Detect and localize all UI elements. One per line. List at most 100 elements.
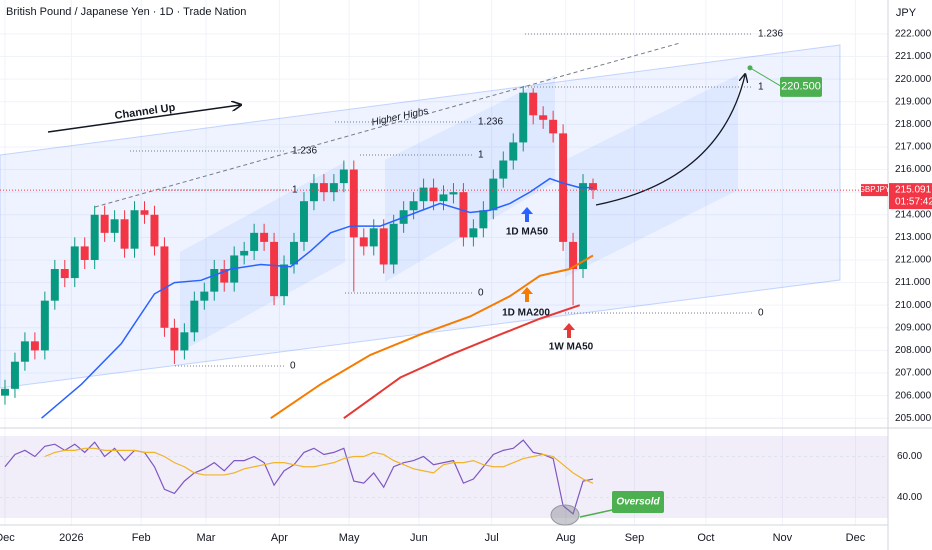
rsi-pane xyxy=(0,439,888,515)
candle-body xyxy=(0,388,9,396)
candle-body xyxy=(120,219,129,249)
y-tick-label: 208.000 xyxy=(895,345,932,356)
chart-title: British Pound / Japanese Yen · 1D · Trad… xyxy=(6,6,246,18)
candle-body xyxy=(299,201,308,242)
candle-body xyxy=(379,228,388,265)
oversold-box xyxy=(612,491,664,513)
annotation: Oversold xyxy=(616,497,660,508)
candle-body xyxy=(40,300,49,351)
y-tick-label: 222.000 xyxy=(895,29,932,40)
candle-body xyxy=(439,194,448,202)
x-tick-label: Oct xyxy=(697,532,714,544)
candle-body xyxy=(359,237,368,247)
rsi-line xyxy=(4,439,594,515)
oversold-circle xyxy=(550,504,580,526)
candle-body xyxy=(70,246,79,279)
projection-arrow xyxy=(595,75,745,206)
target-box xyxy=(780,76,822,97)
moving-average xyxy=(41,177,593,419)
candle-body xyxy=(240,250,249,256)
symbol-label: GBPJPY xyxy=(859,185,891,194)
candle-body xyxy=(150,214,159,247)
candle-body xyxy=(140,210,149,215)
fib-label: 1 xyxy=(758,82,764,93)
candle-body xyxy=(569,241,578,270)
fib-label: 0 xyxy=(478,288,484,299)
candle-body xyxy=(80,246,89,260)
overlay: 205.000 206.000 207.000 208.000 209.000 210.0… xyxy=(0,29,932,544)
candle-body xyxy=(549,119,558,134)
y-tick-label: 211.000 xyxy=(895,277,931,288)
candle-body xyxy=(319,183,328,193)
x-tick-label: May xyxy=(339,532,360,544)
channel-arrow xyxy=(47,105,240,133)
fib-label: 1.236 xyxy=(292,146,317,157)
candle-body xyxy=(10,361,19,389)
y-tick-label: 213.000 xyxy=(895,232,932,243)
channel-leg xyxy=(565,75,738,277)
candle-body xyxy=(260,232,269,242)
x-tick-label: Jun xyxy=(410,532,428,544)
candle-body xyxy=(130,210,139,249)
y-tick-label: 217.000 xyxy=(895,142,932,153)
candle-body xyxy=(499,160,508,179)
x-tick-label: Dec xyxy=(846,532,866,544)
candle-body xyxy=(389,223,398,265)
candle-body xyxy=(459,192,468,238)
symbol-tag xyxy=(861,184,888,197)
candle-body xyxy=(30,341,39,351)
candle-body xyxy=(200,291,209,301)
fib-label: 1.236 xyxy=(478,117,503,128)
candle-body xyxy=(110,219,119,233)
ma-arrow xyxy=(563,323,575,338)
candle-body xyxy=(559,133,568,242)
y-tick-label: 205.000 xyxy=(895,413,932,424)
candle-body xyxy=(539,115,548,120)
candle-body xyxy=(529,92,538,116)
ma-arrow xyxy=(521,287,533,302)
candle-body xyxy=(369,228,378,247)
fib-label: 1 xyxy=(478,150,484,161)
candle-body xyxy=(210,269,219,292)
candle-body xyxy=(429,187,438,202)
y-tick-label: 221.000 xyxy=(895,51,932,62)
y-tick-label: 206.000 xyxy=(895,390,932,401)
candle-body xyxy=(489,178,498,211)
candle-body xyxy=(349,169,358,238)
y-tick-label: 216.000 xyxy=(895,164,932,175)
ma-label: 1D MA50 xyxy=(506,227,549,238)
candle-body xyxy=(170,327,179,351)
candle-body xyxy=(160,246,169,328)
x-tick-label: Apr xyxy=(271,532,288,544)
countdown: 01:57:42 xyxy=(895,197,932,208)
y-tick-label: 219.000 xyxy=(895,96,932,107)
oversold-line xyxy=(579,509,613,518)
moving-average xyxy=(343,304,581,420)
x-tick-label: Dec xyxy=(0,532,15,544)
ma-label: 1W MA50 xyxy=(549,342,594,353)
fib-label: 0 xyxy=(290,361,296,372)
y-tick-label: 220.000 xyxy=(895,74,932,85)
channel xyxy=(0,44,841,389)
rsi-band xyxy=(0,436,888,518)
channel-leg xyxy=(385,75,555,282)
rsi-line xyxy=(44,447,594,484)
y-tick-label: 214.000 xyxy=(895,209,932,220)
candle-body xyxy=(50,269,59,301)
x-tick-label: Jul xyxy=(485,532,499,544)
candle-body xyxy=(280,264,289,297)
x-tick-label: Sep xyxy=(625,532,645,544)
x-tick-label: Aug xyxy=(556,532,576,544)
candle-body xyxy=(449,192,458,195)
candle-body xyxy=(220,269,229,283)
y-tick-label: 60.00 xyxy=(897,451,922,462)
candle-body xyxy=(519,92,528,143)
candle-body xyxy=(469,228,478,238)
ma-label: 1D MA200 xyxy=(502,308,550,319)
fib-lines xyxy=(130,33,752,367)
y-tick-label: 210.000 xyxy=(895,300,932,311)
candle-body xyxy=(339,169,348,184)
candle-body xyxy=(579,183,588,270)
candle-body xyxy=(190,300,199,333)
